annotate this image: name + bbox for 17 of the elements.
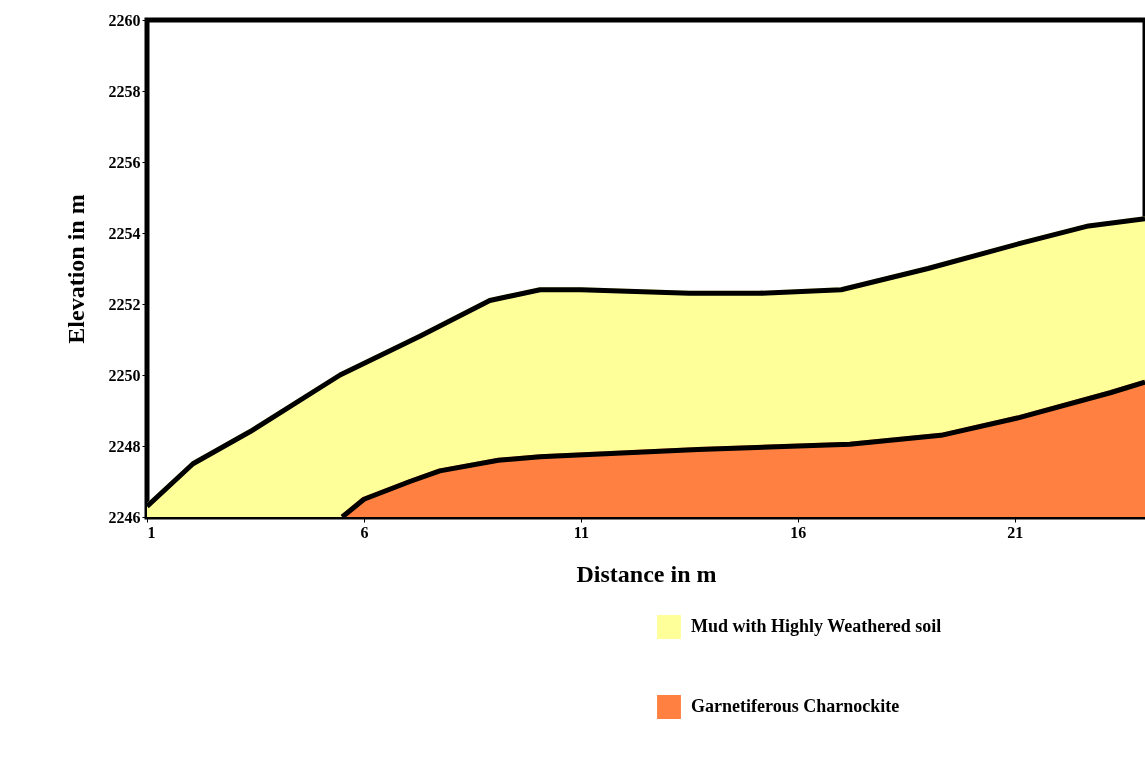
x-tick-label: 6 [360,523,369,541]
y-tick-label: 2256 [108,153,141,171]
y-tick-label: 2260 [108,11,141,29]
y-tick-label: 2246 [108,508,141,526]
y-tick-label: 2248 [108,437,141,455]
x-tick-label: 11 [573,523,589,541]
legend-label: Mud with Highly Weathered soil [691,616,942,636]
x-tick-label: 21 [1007,523,1024,541]
y-tick-label: 2254 [108,224,141,242]
y-tick-label: 2250 [108,366,141,384]
legend-label: Garnetiferous Charnockite [691,696,900,716]
x-tick-label: 16 [790,523,807,541]
y-tick-label: 2258 [108,82,141,100]
y-tick-label: 2252 [108,295,141,313]
x-tick-label: 1 [147,523,156,541]
x-axis-title: Distance in m [576,560,717,587]
y-axis-title: Elevation in m [62,194,89,344]
